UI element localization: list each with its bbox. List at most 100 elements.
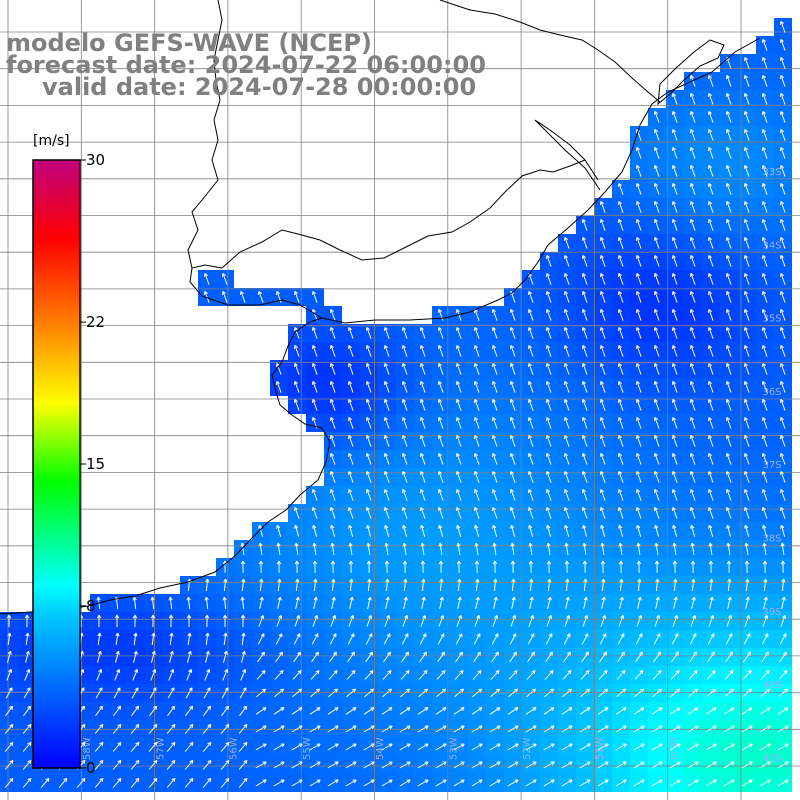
wind-arrow — [367, 578, 372, 592]
wind-arrow — [707, 74, 714, 87]
wind-arrow — [761, 182, 768, 195]
wind-arrow — [6, 650, 12, 663]
wind-arrow — [743, 56, 750, 69]
wind-arrow — [779, 651, 787, 663]
wind-arrow — [671, 236, 678, 249]
wind-arrow — [330, 542, 335, 556]
wind-arrow — [419, 651, 427, 663]
wind-arrow — [149, 705, 158, 717]
wind-arrow — [148, 741, 158, 752]
wind-arrow — [293, 506, 300, 519]
wind-arrow — [763, 596, 768, 609]
wind-arrow — [113, 705, 122, 717]
wind-arrow — [258, 542, 263, 556]
wind-arrow — [743, 92, 750, 105]
wind-arrow — [635, 362, 642, 375]
wind-arrow — [345, 779, 357, 787]
colorbar-tick-label: 15 — [86, 455, 105, 473]
wind-arrow — [705, 725, 717, 733]
wind-arrow — [779, 254, 786, 267]
wind-arrow — [563, 651, 571, 663]
wind-arrow — [635, 272, 642, 285]
wind-arrow — [58, 777, 68, 788]
wind-arrow — [725, 254, 732, 267]
wind-arrow — [493, 578, 498, 592]
wind-arrow — [562, 670, 572, 680]
wind-arrow — [744, 524, 750, 537]
wind-arrow — [761, 74, 768, 87]
wind-arrow — [633, 761, 645, 769]
wind-arrow — [293, 398, 300, 411]
wind-arrow — [364, 670, 374, 680]
wind-arrow — [761, 633, 769, 645]
wind-arrow — [635, 254, 642, 267]
wind-arrow — [419, 416, 426, 429]
wind-arrow — [327, 725, 339, 733]
wind-arrow — [401, 398, 408, 411]
wind-arrow — [238, 777, 248, 788]
wind-arrow — [383, 488, 390, 501]
wind-arrow — [309, 743, 321, 751]
wind-arrow — [760, 670, 770, 680]
wind-arrow — [525, 707, 537, 715]
wind-arrow — [726, 542, 731, 556]
wind-arrow — [761, 308, 768, 321]
wind-arrow — [203, 290, 210, 303]
wind-arrow — [671, 488, 678, 501]
wind-arrow — [202, 777, 212, 788]
parana-river — [187, 119, 219, 269]
colorbar-tick-label: 0 — [86, 759, 96, 777]
wind-arrow — [707, 470, 714, 483]
wind-arrow — [186, 596, 191, 610]
wind-arrow — [599, 452, 606, 465]
wind-arrow — [779, 470, 786, 483]
wind-arrow — [259, 578, 264, 592]
wind-arrow — [761, 344, 768, 357]
wind-arrow — [330, 560, 336, 574]
wind-arrow — [688, 688, 699, 698]
wind-arrow — [671, 254, 678, 267]
wind-arrow — [384, 560, 390, 574]
wind-arrow — [528, 614, 535, 627]
wind-arrow — [491, 470, 498, 483]
wind-arrow — [689, 164, 696, 177]
wind-arrow — [761, 110, 768, 123]
wind-arrow — [491, 633, 499, 645]
wind-arrow — [743, 110, 750, 123]
wind-arrow — [689, 434, 696, 447]
wind-arrow — [220, 777, 230, 788]
wind-arrow — [112, 777, 122, 788]
wind-arrow — [471, 743, 483, 751]
wind-arrow — [347, 398, 354, 411]
wind-arrow — [4, 741, 14, 752]
wind-arrow — [689, 651, 697, 663]
wind-arrow — [543, 707, 555, 715]
wind-arrow — [525, 743, 537, 751]
wind-arrow — [688, 670, 698, 680]
wind-arrow — [311, 651, 319, 663]
wind-arrow — [347, 362, 354, 375]
wind-arrow — [705, 761, 717, 769]
wind-arrow — [329, 434, 336, 447]
wind-arrow — [455, 633, 463, 645]
wind-arrow — [636, 614, 643, 627]
colorbar-tick-label: 30 — [86, 151, 105, 169]
wind-arrow — [687, 761, 699, 769]
wind-arrow — [618, 560, 624, 574]
wind-arrow — [653, 326, 660, 339]
wind-arrow — [312, 614, 319, 627]
colorbar-tick-label: 8 — [86, 597, 96, 615]
wind-arrow — [329, 470, 336, 483]
wind-arrow — [651, 761, 663, 769]
wind-arrow — [184, 759, 194, 770]
wind-arrow — [579, 707, 591, 715]
wind-arrow — [635, 326, 642, 339]
wind-arrow — [759, 707, 771, 715]
wind-arrow — [418, 670, 428, 680]
wind-arrow — [455, 452, 462, 465]
wind-arrow — [743, 398, 750, 411]
wind-arrow — [635, 470, 642, 483]
wind-arrow — [527, 362, 534, 375]
wind-arrow — [761, 488, 768, 501]
wind-arrow — [454, 670, 464, 680]
